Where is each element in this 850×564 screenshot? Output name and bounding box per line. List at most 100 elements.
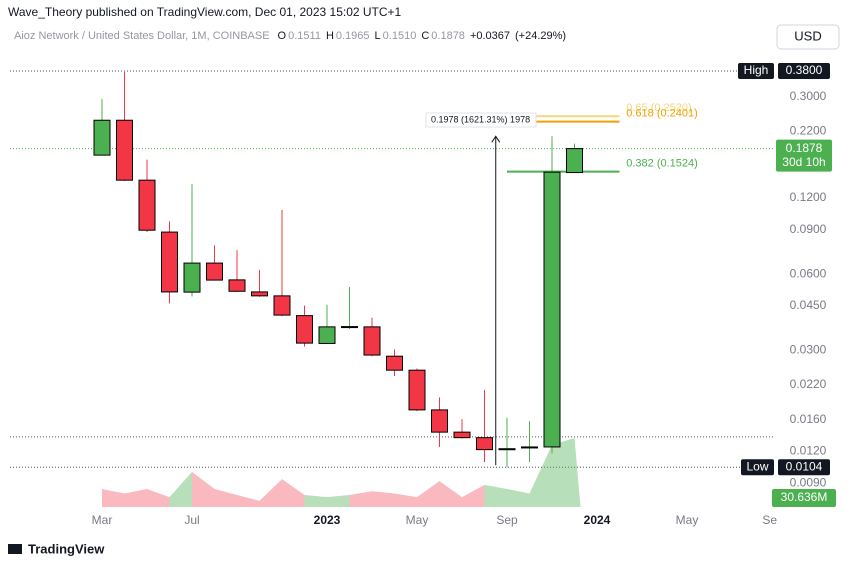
candle-body	[318, 326, 336, 344]
x-tick-label: May	[406, 513, 429, 527]
volume-area	[102, 437, 581, 507]
volume-segment	[552, 437, 575, 507]
volume-tag-label: 30.636M	[781, 490, 828, 504]
last-price-tag	[776, 139, 832, 172]
volume-segment	[282, 479, 305, 507]
symbol: Aioz Network / United States Dollar, 1M,…	[14, 30, 270, 42]
currency-label: USD	[794, 28, 821, 43]
candle-body	[116, 119, 133, 181]
price-tag	[738, 63, 774, 80]
change: +0.0367	[470, 30, 510, 42]
volume-segment	[259, 479, 282, 507]
y-tick-label: 0.0220	[790, 377, 827, 391]
y-tick-label: 0.0450	[790, 298, 827, 312]
candle-body	[206, 262, 223, 281]
measure-label: 0.1978 (1621.31%) 1978	[431, 114, 530, 124]
y-tick-label: 0.0120	[790, 444, 827, 458]
price-tag-label: 0.3800	[786, 63, 823, 77]
candle-body	[408, 369, 426, 411]
candle-body	[251, 291, 268, 297]
volume-segment	[462, 484, 485, 507]
candle-body	[296, 315, 313, 344]
y-tick-label: 0.1200	[790, 190, 827, 204]
candle-body	[431, 409, 448, 433]
y-tick-label: 0.3000	[790, 89, 827, 103]
price-tag-label: 0.0104	[786, 459, 823, 473]
volume-segment	[214, 488, 237, 507]
price-tag-label: High	[744, 63, 769, 77]
volume-segment	[574, 437, 581, 507]
x-tick-label: Sep	[496, 513, 518, 527]
measure-box	[425, 112, 537, 128]
ohlc-value: 0.1878	[431, 30, 465, 42]
volume-segment	[484, 484, 507, 507]
x-tick-label: May	[676, 513, 699, 527]
candle-body	[453, 431, 471, 439]
price-tag	[778, 63, 830, 80]
x-tick-label: 2024	[584, 513, 611, 527]
volume-segment	[372, 491, 395, 507]
candle-body	[228, 279, 246, 292]
volume-segment	[102, 488, 125, 507]
change-pct: (+24.29%)	[515, 30, 566, 42]
last-price-label: 0.1878	[786, 141, 823, 155]
y-tick-label: 0.0600	[790, 266, 827, 280]
candle-body	[138, 179, 156, 231]
countdown: 30d 10h	[782, 155, 825, 169]
publisher: Wave_Theory published on TradingView.com…	[8, 5, 402, 19]
x-tick-label: 2023	[314, 513, 341, 527]
ohlc-key: O	[278, 30, 287, 42]
ohlc-value: 0.1511	[288, 30, 321, 42]
candle-body	[521, 446, 538, 449]
candle-body	[498, 448, 516, 451]
volume-segment	[124, 488, 147, 507]
volume-segment	[169, 471, 192, 507]
price-tag	[778, 459, 830, 476]
volume-segment	[529, 445, 552, 507]
fib-label: 0.618 (0.2401)	[626, 107, 698, 119]
volume-segment	[192, 471, 215, 507]
ohlc-value: 0.1965	[336, 30, 370, 42]
brand: TradingView	[28, 541, 105, 556]
volume-tag	[772, 489, 836, 507]
volume-segment	[507, 488, 530, 507]
volume-segment	[417, 481, 440, 507]
candle-body	[161, 231, 178, 293]
volume-segment	[304, 495, 327, 507]
volume-segment	[327, 495, 350, 507]
logo	[8, 544, 22, 554]
x-tick-label: Jul	[184, 513, 199, 527]
ohlc-key: L	[375, 30, 381, 42]
y-tick-label: 0.0300	[790, 343, 827, 357]
candle-body	[183, 262, 201, 293]
x-tick-label: Se	[762, 513, 777, 527]
candle-body	[363, 326, 381, 356]
fib-label: 0.65 (0.2520)	[626, 102, 691, 114]
price-tag	[741, 459, 774, 476]
candle-body	[543, 171, 561, 448]
volume-segment	[147, 488, 170, 507]
currency-button[interactable]	[776, 24, 840, 50]
volume-segment	[394, 493, 417, 507]
y-tick-label: 0.0160	[790, 412, 827, 426]
candle-body	[93, 119, 111, 156]
measure-arrowhead	[491, 135, 501, 143]
price-tag-label: Low	[746, 459, 768, 473]
candle-body	[566, 148, 583, 174]
volume-segment	[439, 481, 462, 507]
candle-body	[341, 326, 358, 329]
x-tick-label: Mar	[92, 513, 113, 527]
y-tick-label: 0.0900	[790, 222, 827, 236]
candle-body	[386, 355, 403, 371]
ohlc-value: 0.1510	[383, 30, 417, 42]
fib-label: 0.382 (0.1524)	[626, 158, 698, 170]
candle-body	[273, 295, 291, 316]
volume-segment	[349, 491, 372, 507]
candle-body	[476, 437, 493, 451]
ohlc-key: H	[326, 30, 334, 42]
y-tick-label: 0.2200	[790, 123, 827, 137]
ohlc-key: C	[421, 30, 429, 42]
y-tick-label: 0.0090	[790, 475, 827, 489]
